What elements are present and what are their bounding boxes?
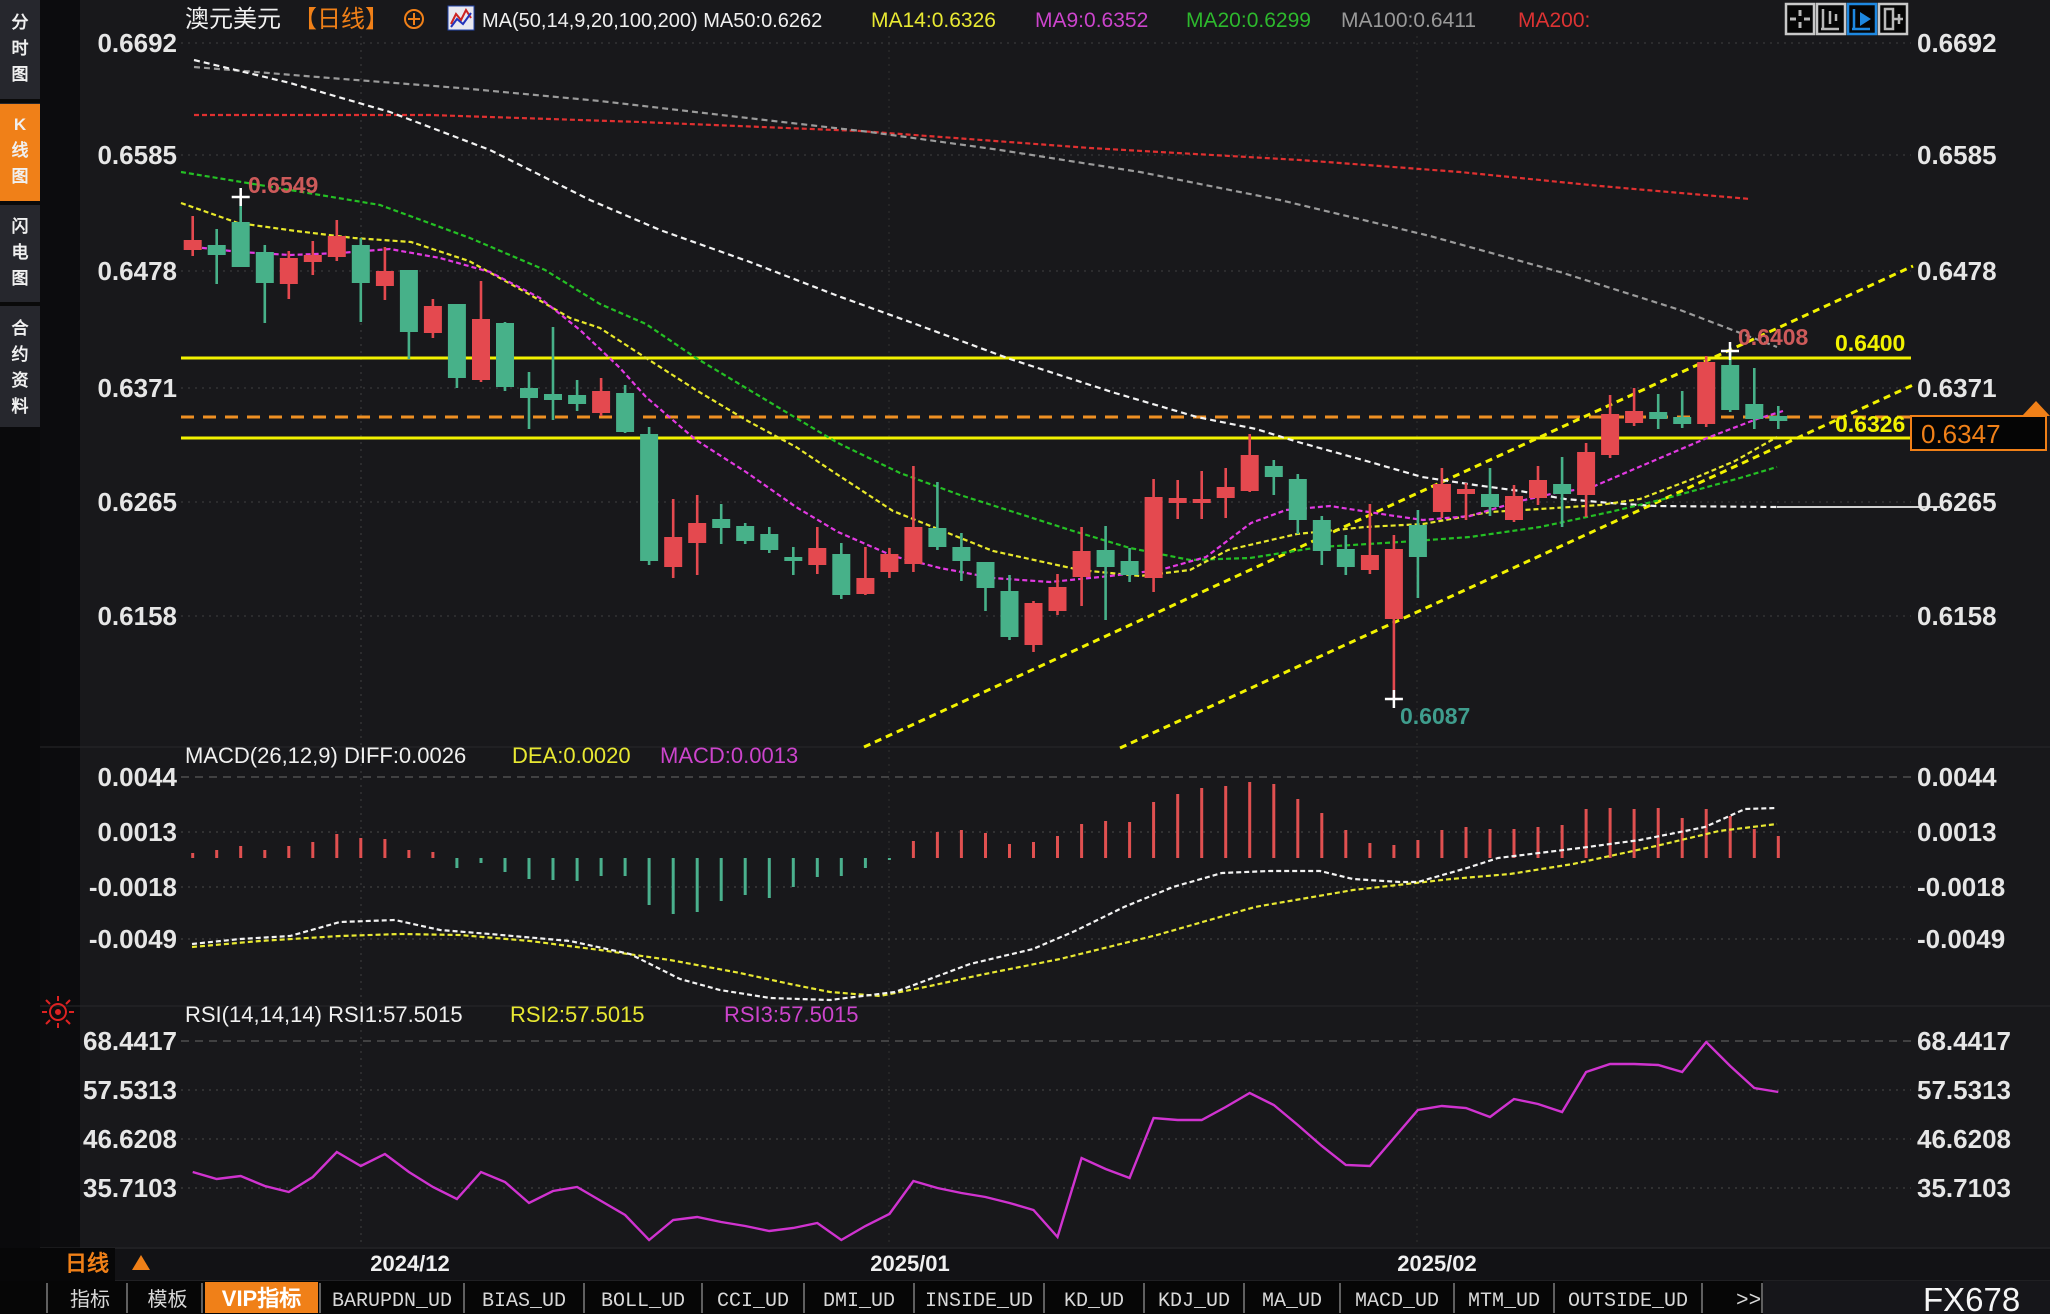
svg-text:模板: 模板 bbox=[148, 1288, 188, 1311]
svg-text:0.6692: 0.6692 bbox=[97, 28, 177, 58]
svg-text:图: 图 bbox=[12, 65, 29, 84]
svg-text:VIP指标: VIP指标 bbox=[222, 1286, 301, 1311]
svg-text:指标: 指标 bbox=[70, 1288, 110, 1311]
svg-text:MA200:: MA200: bbox=[1518, 9, 1590, 32]
svg-text:MA_UD: MA_UD bbox=[1262, 1290, 1322, 1313]
svg-text:时: 时 bbox=[12, 39, 29, 58]
svg-text:0.6549: 0.6549 bbox=[248, 172, 318, 198]
svg-text:料: 料 bbox=[12, 396, 29, 416]
svg-text:日线: 日线 bbox=[65, 1251, 109, 1276]
svg-text:K: K bbox=[14, 115, 27, 134]
svg-text:0.6347: 0.6347 bbox=[1921, 419, 2001, 449]
svg-text:MTM_UD: MTM_UD bbox=[1468, 1290, 1540, 1313]
svg-text:OUTSIDE_UD: OUTSIDE_UD bbox=[1568, 1290, 1688, 1313]
svg-text:0.6478: 0.6478 bbox=[97, 256, 177, 286]
svg-text:0.6326: 0.6326 bbox=[1835, 411, 1905, 437]
svg-text:0.6087: 0.6087 bbox=[1400, 703, 1470, 729]
svg-text:35.7103: 35.7103 bbox=[1917, 1173, 2011, 1203]
svg-text:0.6478: 0.6478 bbox=[1917, 256, 1997, 286]
svg-text:约: 约 bbox=[12, 344, 29, 364]
svg-text:2025/02: 2025/02 bbox=[1397, 1251, 1477, 1276]
svg-text:2024/12: 2024/12 bbox=[370, 1251, 450, 1276]
svg-text:0.0013: 0.0013 bbox=[1917, 817, 1997, 847]
svg-text:MACD(26,12,9) DIFF:0.0026: MACD(26,12,9) DIFF:0.0026 bbox=[185, 743, 466, 768]
svg-text:0.6158: 0.6158 bbox=[97, 601, 177, 631]
svg-text:-0.0018: -0.0018 bbox=[1917, 872, 2005, 902]
svg-text:闪: 闪 bbox=[12, 216, 29, 236]
svg-text:MA14:0.6326: MA14:0.6326 bbox=[871, 9, 996, 32]
svg-text:0.6692: 0.6692 bbox=[1917, 28, 1997, 58]
svg-text:BOLL_UD: BOLL_UD bbox=[601, 1290, 685, 1313]
svg-text:0.6158: 0.6158 bbox=[1917, 601, 1997, 631]
svg-text:合: 合 bbox=[12, 318, 30, 338]
svg-text:MACD_UD: MACD_UD bbox=[1355, 1290, 1439, 1313]
svg-text:-0.0049: -0.0049 bbox=[1917, 924, 2005, 954]
svg-text:RSI3:57.5015: RSI3:57.5015 bbox=[724, 1002, 859, 1027]
svg-text:澳元美元: 澳元美元 bbox=[185, 6, 281, 33]
svg-text:线: 线 bbox=[12, 140, 29, 160]
svg-text:KDJ_UD: KDJ_UD bbox=[1158, 1290, 1230, 1313]
svg-text:FX678: FX678 bbox=[1923, 1281, 2020, 1314]
svg-text:资: 资 bbox=[12, 370, 29, 390]
svg-text:INSIDE_UD: INSIDE_UD bbox=[925, 1290, 1033, 1313]
svg-text:68.4417: 68.4417 bbox=[83, 1026, 177, 1056]
svg-text:MACD:0.0013: MACD:0.0013 bbox=[660, 743, 798, 768]
svg-text:0.6265: 0.6265 bbox=[1917, 487, 1997, 517]
svg-text:2025/01: 2025/01 bbox=[870, 1251, 950, 1276]
svg-text:BIAS_UD: BIAS_UD bbox=[482, 1290, 566, 1313]
svg-text:>>: >> bbox=[1736, 1290, 1761, 1313]
svg-text:-0.0049: -0.0049 bbox=[89, 924, 177, 954]
svg-text:CCI_UD: CCI_UD bbox=[717, 1290, 789, 1313]
svg-text:DMI_UD: DMI_UD bbox=[823, 1290, 895, 1313]
svg-text:0.6585: 0.6585 bbox=[97, 140, 177, 170]
svg-text:68.4417: 68.4417 bbox=[1917, 1026, 2011, 1056]
svg-text:RSI2:57.5015: RSI2:57.5015 bbox=[510, 1002, 645, 1027]
svg-text:0.6371: 0.6371 bbox=[97, 373, 177, 403]
svg-text:35.7103: 35.7103 bbox=[83, 1173, 177, 1203]
svg-text:MA9:0.6352: MA9:0.6352 bbox=[1035, 9, 1148, 32]
svg-text:RSI(14,14,14) RSI1:57.5015: RSI(14,14,14) RSI1:57.5015 bbox=[185, 1002, 463, 1027]
svg-text:0.6400: 0.6400 bbox=[1835, 330, 1905, 356]
svg-text:MA(50,14,9,20,100,200) MA50:0.: MA(50,14,9,20,100,200) MA50:0.6262 bbox=[482, 10, 822, 32]
svg-text:分: 分 bbox=[12, 13, 29, 32]
svg-text:57.5313: 57.5313 bbox=[1917, 1075, 2011, 1105]
svg-text:图: 图 bbox=[12, 167, 29, 186]
svg-text:0.6585: 0.6585 bbox=[1917, 140, 1997, 170]
svg-text:电: 电 bbox=[12, 242, 29, 262]
svg-text:46.6208: 46.6208 bbox=[83, 1124, 177, 1154]
svg-text:57.5313: 57.5313 bbox=[83, 1075, 177, 1105]
svg-text:【日线】: 【日线】 bbox=[293, 6, 389, 33]
svg-text:MA100:0.6411: MA100:0.6411 bbox=[1341, 9, 1476, 32]
svg-text:-0.0018: -0.0018 bbox=[89, 872, 177, 902]
svg-text:0.0013: 0.0013 bbox=[97, 817, 177, 847]
svg-text:DEA:0.0020: DEA:0.0020 bbox=[512, 743, 631, 768]
svg-text:0.0044: 0.0044 bbox=[97, 762, 177, 792]
svg-text:KD_UD: KD_UD bbox=[1064, 1290, 1124, 1313]
svg-text:0.6265: 0.6265 bbox=[97, 487, 177, 517]
svg-text:MA20:0.6299: MA20:0.6299 bbox=[1186, 9, 1311, 32]
svg-text:BARUPDN_UD: BARUPDN_UD bbox=[332, 1290, 452, 1313]
svg-text:46.6208: 46.6208 bbox=[1917, 1124, 2011, 1154]
svg-text:0.6408: 0.6408 bbox=[1738, 324, 1809, 350]
svg-text:图: 图 bbox=[12, 269, 29, 288]
svg-text:0.0044: 0.0044 bbox=[1917, 762, 1997, 792]
svg-text:0.6371: 0.6371 bbox=[1917, 373, 1997, 403]
